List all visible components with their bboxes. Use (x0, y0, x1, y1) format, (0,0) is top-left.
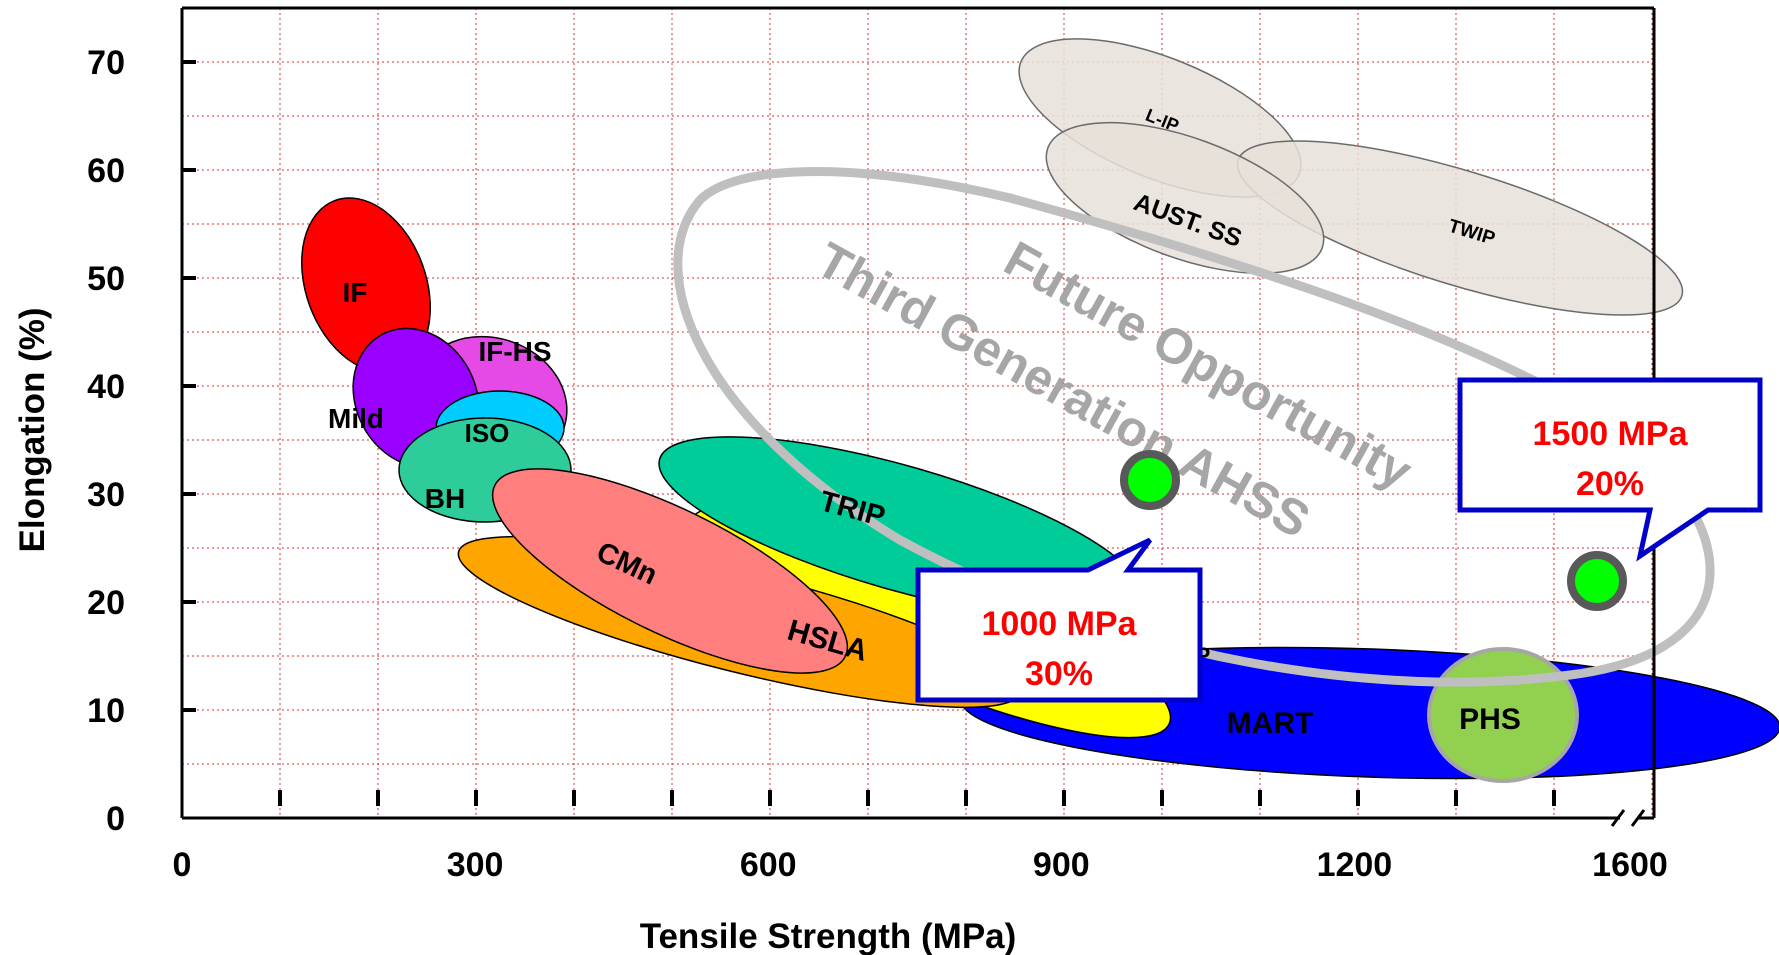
region-aust-ss (1045, 121, 1325, 275)
axes: 0 10 20 30 40 50 60 70 0 300 600 900 1200 1600 (87, 6, 1668, 884)
y-tick-label: 20 (87, 584, 125, 622)
callout-frame (915, 537, 1203, 703)
region-cmn (491, 468, 849, 674)
region-label-phs: PHS (1459, 703, 1521, 736)
region-label-if: IF (343, 277, 368, 308)
x-tick-label: 0 (173, 846, 192, 884)
target-points (1120, 450, 1627, 611)
x-tick-label: 300 (447, 846, 504, 884)
callout-strength: 1500 MPa (1533, 415, 1689, 453)
y-tick-label: 0 (106, 800, 125, 838)
region-label-mild: Mild (328, 403, 384, 434)
y-tick-label: 10 (87, 692, 125, 730)
region-label-iso: ISO (465, 418, 510, 448)
future-opportunity-oval (673, 167, 1715, 687)
y-tick-label: 30 (87, 476, 125, 514)
region-label-if-hs: IF-HS (478, 336, 551, 367)
callout-strength: 1000 MPa (982, 605, 1138, 643)
target-point (1567, 551, 1627, 611)
y-tick-label: 40 (87, 368, 125, 406)
region-label-mart: MART (1227, 707, 1314, 740)
axis-break-mark (1610, 809, 1626, 827)
target-point (1120, 450, 1180, 510)
callout-elongation: 30% (1025, 655, 1093, 693)
x-tick-label: 900 (1033, 846, 1090, 884)
region-label-bh: BH (425, 483, 465, 514)
x-axis-title: Tensile Strength (MPa) (640, 917, 1017, 955)
callout-box: 1000 MPa 30% (915, 537, 1203, 703)
y-tick-label: 70 (87, 44, 125, 82)
callout-box: 1500 MPa 20% (1457, 377, 1763, 562)
x-tick-label: 1600 (1592, 846, 1668, 884)
y-axis-title: Elongation (%) (13, 308, 52, 553)
callouts: 1000 MPa 30% 1500 MPa 20% (915, 377, 1763, 703)
callout-frame (1457, 377, 1763, 562)
callout-elongation: 20% (1576, 465, 1644, 503)
x-tick-label: 1200 (1317, 846, 1393, 884)
y-tick-label: 50 (87, 260, 125, 298)
x-tick-label: 600 (740, 846, 797, 884)
axis-break-mark (1630, 809, 1646, 827)
y-tick-label: 60 (87, 152, 125, 190)
